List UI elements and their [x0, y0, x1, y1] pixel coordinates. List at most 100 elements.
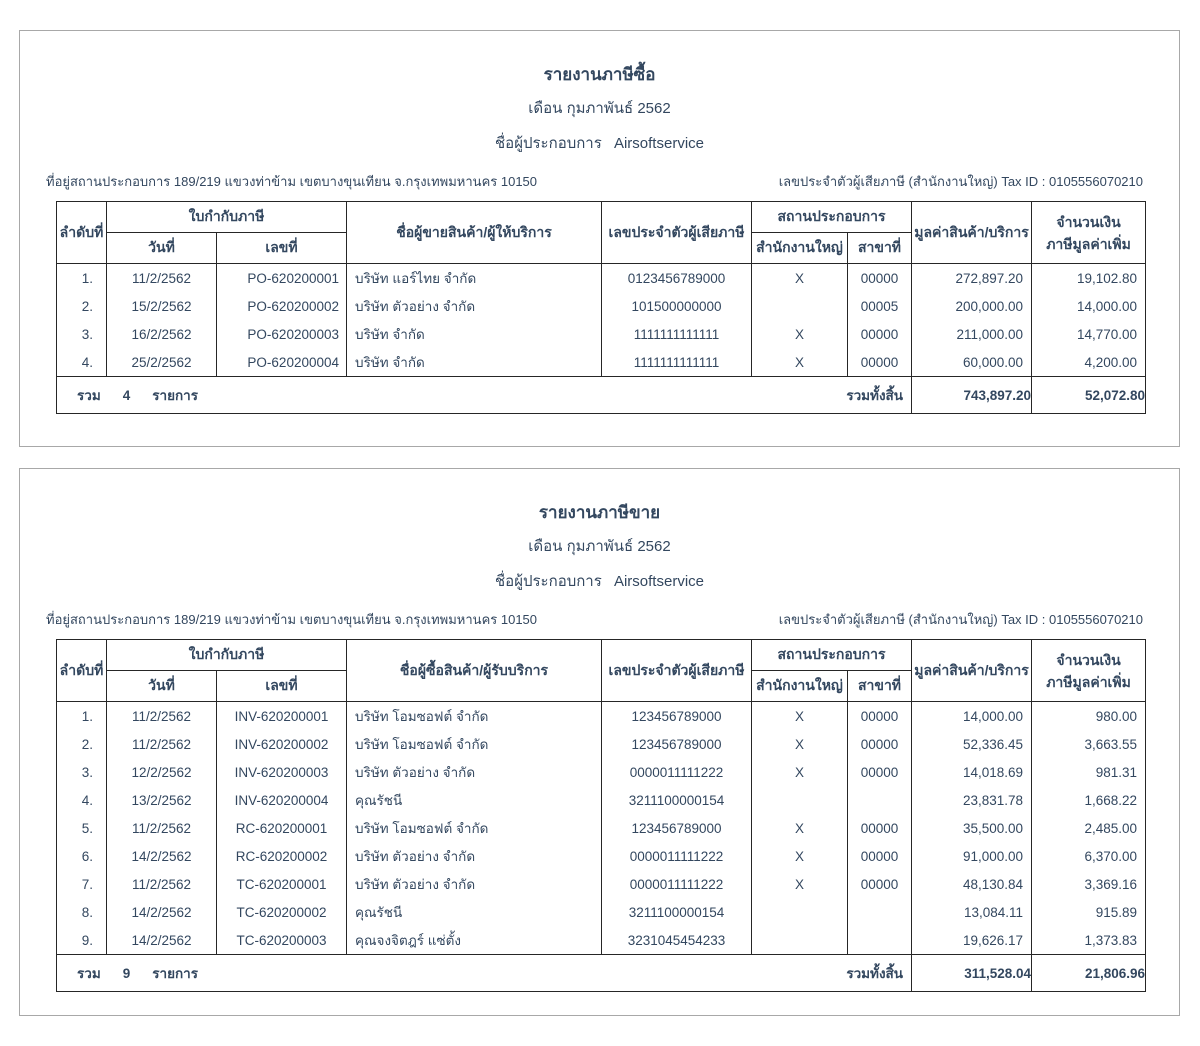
cell-name: บริษัท แอร์ไทย จำกัด: [346, 263, 602, 292]
cell-head-office: X: [751, 758, 848, 786]
cell-value: 48,130.84: [911, 870, 1033, 898]
cell-tax-id: 1111111111111: [601, 320, 752, 348]
cell-name: บริษัท จำกัด: [346, 348, 602, 377]
cell-no: 4.: [56, 348, 107, 377]
total-goods-value: 743,897.20: [911, 376, 1033, 414]
header-taxpayer-id: เลขประจำตัวผู้เสียภาษี: [601, 639, 752, 702]
business-address: ที่อยู่สถานประกอบการ 189/219 แขวงท่าข้าม…: [46, 612, 538, 627]
cell-number: PO-620200001: [216, 263, 347, 292]
cell-vat: 1,373.83: [1031, 926, 1147, 955]
cell-no: 6.: [56, 842, 107, 870]
header-date: วันที่: [106, 232, 217, 264]
cell-date: 11/2/2562: [106, 730, 217, 758]
report-info-row: ที่อยู่สถานประกอบการ 189/219 แขวงท่าข้าม…: [46, 609, 1143, 630]
summary-row: รวม 9 รายการ รวมทั้งสิ้น 311,528.04 21,806…: [55, 954, 1147, 992]
cell-vat: 14,000.00: [1031, 292, 1147, 320]
cell-value: 19,626.17: [911, 926, 1033, 955]
cell-branch: 00005: [846, 292, 913, 320]
table-row: 8. 14/2/2562 TC-620200002 คุณรัชนี 321110000…: [56, 898, 1147, 926]
cell-tax-id: 3211100000154: [601, 898, 752, 926]
cell-value: 211,000.00: [911, 320, 1033, 348]
header-number: เลขที่: [216, 232, 347, 264]
header-seller-name: ชื่อผู้ขายสินค้า/ผู้ให้บริการ: [346, 201, 602, 264]
summary-row: รวม 4 รายการ รวมทั้งสิ้น 743,897.20 52,072…: [55, 376, 1147, 414]
cell-value: 200,000.00: [911, 292, 1033, 320]
cell-branch: 00000: [846, 348, 913, 377]
cell-head-office: X: [751, 814, 848, 842]
header-vat-amount: จำนวนเงิน ภาษีมูลค่าเพิ่ม: [1031, 201, 1147, 264]
cell-no: 7.: [56, 870, 107, 898]
cell-branch: 00000: [846, 320, 913, 348]
cell-no: 1.: [56, 263, 107, 292]
header-no: ลำดับที่: [56, 639, 107, 702]
taxpayer-id-line: เลขประจำตัวผู้เสียภาษี (สำนักงานใหญ่) Ta…: [778, 174, 1143, 189]
cell-number: TC-620200003: [216, 926, 347, 955]
cell-name: บริษัท โอมซอฟต์ จำกัด: [346, 814, 602, 842]
cell-head-office: [751, 786, 848, 814]
cell-no: 5.: [56, 814, 107, 842]
table-row: 4. 25/2/2562 PO-620200004 บริษัท จำกัด 11111…: [56, 348, 1147, 377]
cell-no: 8.: [56, 898, 107, 926]
header-goods-value: มูลค่าสินค้า/บริการ: [911, 201, 1033, 264]
cell-value: 23,831.78: [911, 786, 1033, 814]
cell-no: 2.: [56, 292, 107, 320]
cell-branch: [846, 898, 913, 926]
cell-tax-id: 0000011111222: [601, 870, 752, 898]
table-row: 1. 11/2/2562 INV-620200001 บริษัท โอมซอฟต์ …: [56, 701, 1147, 730]
cell-date: 11/2/2562: [106, 263, 217, 292]
operator-line: ชื่อผู้ประกอบการ Airsoftservice: [20, 131, 1179, 155]
cell-tax-id: 3231045454233: [601, 926, 752, 955]
cell-number: INV-620200002: [216, 730, 347, 758]
grand-total-label: รวมทั้งสิ้น: [846, 966, 904, 981]
grand-total-label: รวมทั้งสิ้น: [846, 388, 904, 403]
cell-head-office: [751, 926, 848, 955]
cell-tax-id: 0123456789000: [601, 263, 752, 292]
cell-value: 60,000.00: [911, 348, 1033, 377]
cell-name: บริษัท ตัวอย่าง จำกัด: [346, 870, 602, 898]
cell-tax-id: 3211100000154: [601, 786, 752, 814]
cell-no: 9.: [56, 926, 107, 955]
cell-date: 12/2/2562: [106, 758, 217, 786]
purchase-tax-table: ลำดับที่ ใบกำกับภาษี ชื่อผู้ขายสินค้า/ผู…: [55, 201, 1147, 414]
total-vat-amount: 21,806.96: [1031, 954, 1147, 992]
cell-name: บริษัท ตัวอย่าง จำกัด: [346, 758, 602, 786]
cell-vat: 2,485.00: [1031, 814, 1147, 842]
cell-branch: 00000: [846, 842, 913, 870]
cell-branch: [846, 926, 913, 955]
total-goods-value: 311,528.04: [911, 954, 1033, 992]
cell-name: บริษัท โอมซอฟต์ จำกัด: [346, 701, 602, 730]
taxpayer-id-line: เลขประจำตัวผู้เสียภาษี (สำนักงานใหญ่) Ta…: [778, 612, 1143, 627]
cell-date: 11/2/2562: [106, 814, 217, 842]
header-head-office: สำนักงานใหญ่: [751, 232, 848, 264]
operator-name: Airsoftservice: [613, 135, 704, 152]
cell-vat: 981.31: [1031, 758, 1147, 786]
cell-no: 3.: [56, 758, 107, 786]
cell-value: 14,018.69: [911, 758, 1033, 786]
operator-name: Airsoftservice: [613, 573, 704, 590]
cell-head-office: X: [751, 842, 848, 870]
summary-count: รวม 4 รายการ: [77, 388, 198, 403]
table-row: 5. 11/2/2562 RC-620200001 บริษัท โอมซอฟต์ จ…: [56, 814, 1147, 842]
table-row: 9. 14/2/2562 TC-620200003 คุณจงจิตฎร์ แซ่ตั…: [56, 926, 1147, 955]
table-row: 3. 16/2/2562 PO-620200003 บริษัท จำกัด 11111…: [56, 320, 1147, 348]
report-info-row: ที่อยู่สถานประกอบการ 189/219 แขวงท่าข้าม…: [46, 171, 1143, 192]
cell-name: บริษัท โอมซอฟต์ จำกัด: [346, 730, 602, 758]
summary-left-cell: รวม 9 รายการ รวมทั้งสิ้น: [55, 954, 913, 992]
purchase-tax-report-panel: รายงานภาษีซื้อ เดือน กุมภาพันธ์ 2562 ชื่…: [19, 30, 1180, 447]
cell-head-office: [751, 898, 848, 926]
cell-name: บริษัท ตัวอย่าง จำกัด: [346, 842, 602, 870]
table-row: 2. 15/2/2562 PO-620200002 บริษัท ตัวอย่าง จ…: [56, 292, 1147, 320]
cell-branch: [846, 786, 913, 814]
cell-head-office: X: [751, 320, 848, 348]
cell-tax-id: 123456789000: [601, 701, 752, 730]
report-title: รายงานภาษีขาย: [538, 503, 661, 522]
header-no: ลำดับที่: [56, 201, 107, 264]
cell-date: 14/2/2562: [106, 898, 217, 926]
cell-vat: 4,200.00: [1031, 348, 1147, 377]
header-branch: สาขาที่: [846, 232, 913, 264]
cell-date: 15/2/2562: [106, 292, 217, 320]
cell-branch: 00000: [846, 870, 913, 898]
cell-name: บริษัท จำกัด: [346, 320, 602, 348]
cell-vat: 3,369.16: [1031, 870, 1147, 898]
header-establishment-group: สถานประกอบการ: [750, 639, 913, 671]
